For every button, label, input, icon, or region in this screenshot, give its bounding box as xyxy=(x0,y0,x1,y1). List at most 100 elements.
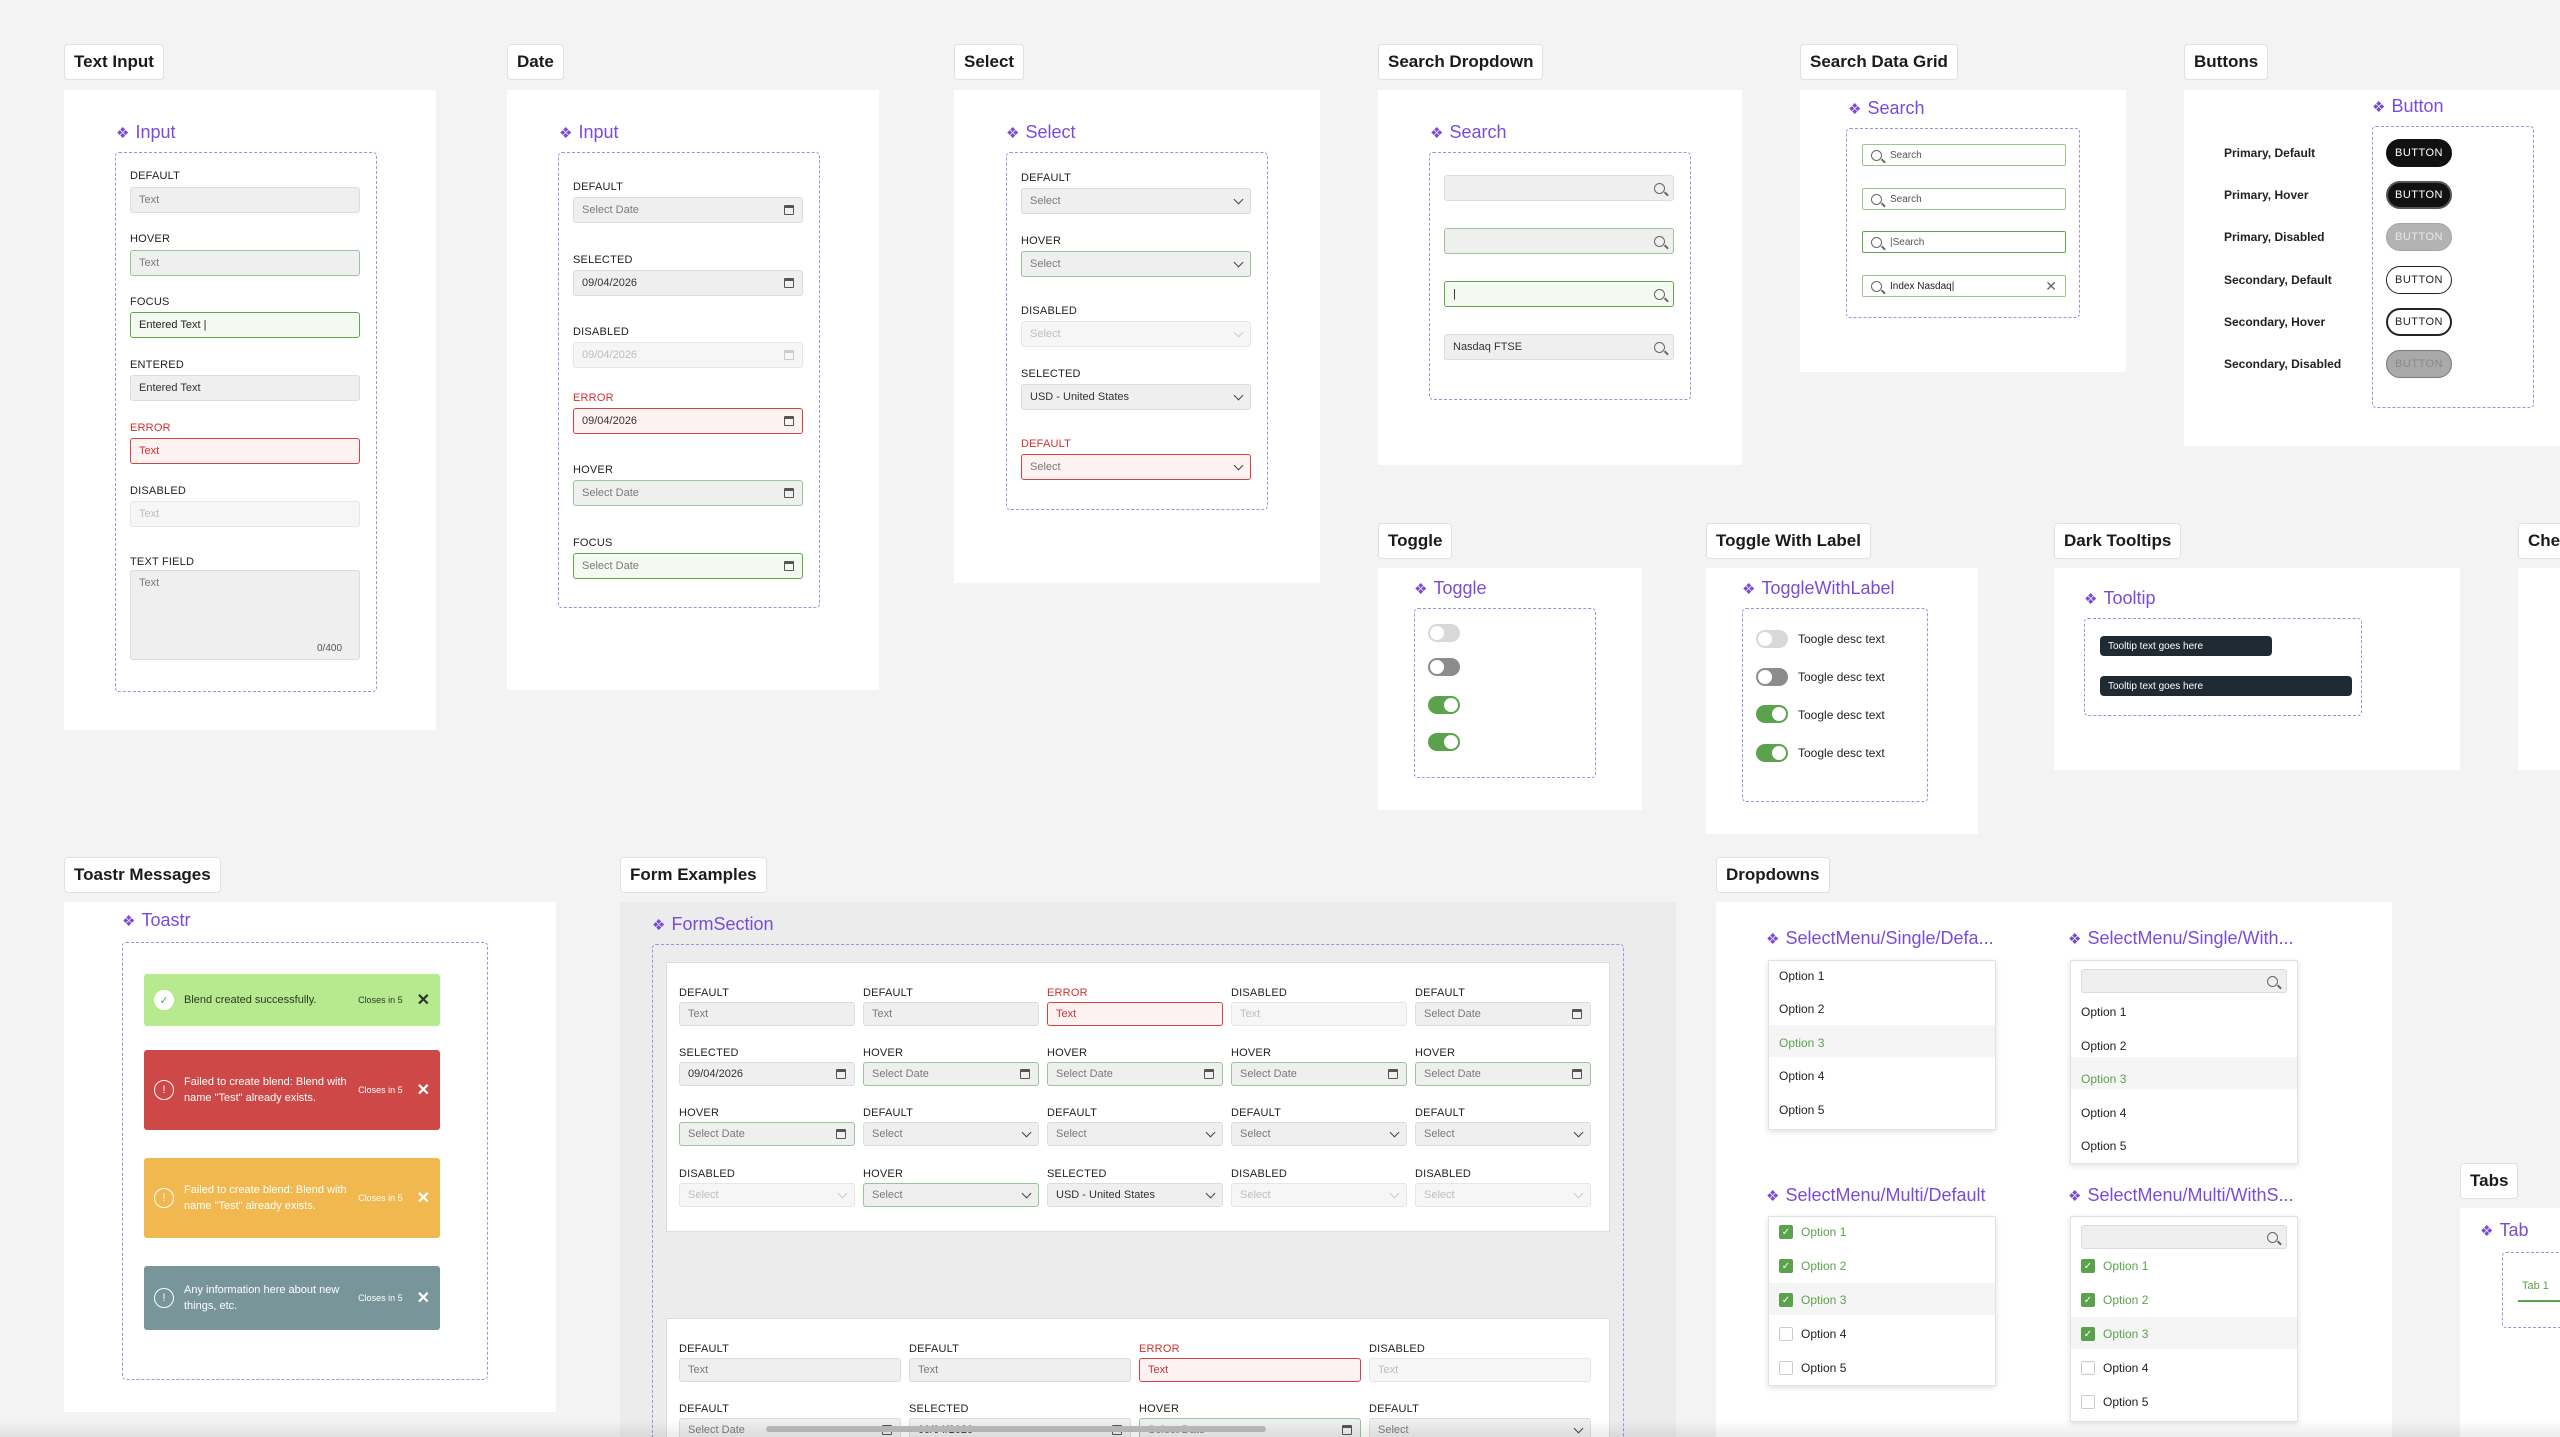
form-field[interactable]: Select xyxy=(863,1183,1039,1207)
form-field[interactable]: Text xyxy=(679,1002,855,1026)
form-field[interactable]: Text xyxy=(863,1002,1039,1026)
form-field[interactable]: Select Date xyxy=(1415,1062,1591,1086)
menu-option[interactable]: Option 4 xyxy=(2081,1361,2148,1375)
tab-1[interactable]: Tab 1 xyxy=(2522,1280,2549,1292)
menu-option-checked[interactable]: ✓ Option 1 xyxy=(2081,1259,2148,1273)
close-icon[interactable]: ✕ xyxy=(416,1290,430,1307)
form-field[interactable]: Text xyxy=(1139,1358,1361,1382)
date-input-default[interactable]: Select Date xyxy=(573,197,803,223)
date-input-hover[interactable]: Select Date xyxy=(573,480,803,506)
menu-option[interactable]: Option 5 xyxy=(1779,1361,1846,1375)
date-input-selected[interactable]: 09/04/2026 xyxy=(573,270,803,296)
calendar-icon[interactable] xyxy=(784,278,794,288)
form-field[interactable]: Select xyxy=(863,1122,1039,1146)
horizontal-scrollbar[interactable] xyxy=(766,1426,1266,1432)
menu-option-checked[interactable]: ✓ Option 3 xyxy=(2081,1327,2148,1341)
text-input-default[interactable]: Text xyxy=(130,187,360,213)
form-field[interactable]: Select Date xyxy=(1047,1062,1223,1086)
search-input-focus[interactable]: | xyxy=(1444,281,1674,307)
section-title-toastr-messages: Toastr Messages xyxy=(64,857,221,893)
menu-option-checked[interactable]: ✓ Option 2 xyxy=(1779,1259,1846,1273)
grid-search-focus[interactable]: |Search xyxy=(1862,231,2066,253)
calendar-icon[interactable] xyxy=(784,205,794,215)
toggle-on-hover[interactable] xyxy=(1428,733,1460,751)
checkbox-checked-icon[interactable]: ✓ xyxy=(1779,1225,1793,1239)
menu-option[interactable]: Option 4 xyxy=(2081,1106,2127,1120)
text-input-hover[interactable]: Text xyxy=(130,250,360,276)
menu-option-checked[interactable]: ✓ Option 3 xyxy=(1779,1293,1846,1307)
form-field[interactable]: Select Date xyxy=(863,1062,1039,1086)
select-hover[interactable]: Select xyxy=(1021,251,1251,277)
secondary-button-default[interactable]: BUTTON xyxy=(2386,266,2452,294)
menu-search-input[interactable] xyxy=(2081,969,2287,993)
clear-icon[interactable]: ✕ xyxy=(2045,277,2057,294)
date-input-focus[interactable]: Select Date xyxy=(573,553,803,579)
text-input-focus[interactable]: Entered Text | xyxy=(130,312,360,338)
menu-option[interactable]: Option 1 xyxy=(2081,1005,2127,1019)
toggle-on-hover[interactable] xyxy=(1756,744,1788,762)
menu-option[interactable]: Option 5 xyxy=(1779,1103,1825,1117)
date-input-error[interactable]: 09/04/2026 xyxy=(573,408,803,434)
checkbox-icon[interactable] xyxy=(1779,1327,1793,1341)
menu-option[interactable]: Option 4 xyxy=(1779,1069,1825,1083)
toggle-off[interactable] xyxy=(1428,658,1460,676)
checkbox-checked-icon[interactable]: ✓ xyxy=(1779,1259,1793,1273)
search-input-default[interactable] xyxy=(1444,175,1674,201)
form-field[interactable]: Select Date xyxy=(1231,1062,1407,1086)
checkbox-checked-icon[interactable]: ✓ xyxy=(1779,1293,1793,1307)
form-field[interactable]: Text xyxy=(909,1358,1131,1382)
secondary-button-hover[interactable]: BUTTON xyxy=(2386,308,2452,336)
form-field[interactable]: Select xyxy=(1415,1122,1591,1146)
calendar-icon[interactable] xyxy=(784,488,794,498)
menu-option-checked[interactable]: ✓ Option 1 xyxy=(1779,1225,1846,1239)
checkbox-checked-icon[interactable]: ✓ xyxy=(2081,1293,2095,1307)
search-input-hover[interactable] xyxy=(1444,228,1674,254)
close-icon[interactable]: ✕ xyxy=(416,992,430,1009)
toggle-on[interactable] xyxy=(1428,696,1460,714)
menu-option-selected[interactable]: Option 3 xyxy=(1779,1036,1825,1050)
form-field[interactable]: USD - United States xyxy=(1047,1183,1223,1207)
menu-option[interactable]: Option 2 xyxy=(2081,1039,2127,1053)
form-field[interactable]: Select xyxy=(1231,1122,1407,1146)
checkbox-checked-icon[interactable]: ✓ xyxy=(2081,1327,2095,1341)
select-selected[interactable]: USD - United States xyxy=(1021,384,1251,410)
close-icon[interactable]: ✕ xyxy=(416,1190,430,1207)
checkbox-icon[interactable] xyxy=(2081,1395,2095,1409)
select-default[interactable]: Select xyxy=(1021,188,1251,214)
checkbox-icon[interactable] xyxy=(2081,1361,2095,1375)
checkbox-checked-icon[interactable]: ✓ xyxy=(2081,1259,2095,1273)
form-field[interactable]: Select Date xyxy=(679,1122,855,1146)
form-field[interactable]: Text xyxy=(679,1358,901,1382)
form-field[interactable]: 09/04/2026 xyxy=(679,1062,855,1086)
text-area[interactable]: Text xyxy=(130,570,360,660)
text-input-error[interactable]: Text xyxy=(130,438,360,464)
grid-search-default[interactable]: Search xyxy=(1862,144,2066,166)
menu-option[interactable]: Option 1 xyxy=(1779,969,1825,983)
menu-option-checked[interactable]: ✓ Option 2 xyxy=(2081,1293,2148,1307)
select-error[interactable]: Select xyxy=(1021,454,1251,480)
menu-option[interactable]: Option 2 xyxy=(1779,1002,1825,1016)
primary-button-hover[interactable]: BUTTON xyxy=(2386,181,2452,209)
menu-search-input[interactable] xyxy=(2081,1225,2287,1249)
field-label: HOVER xyxy=(130,233,171,245)
variants-frame xyxy=(1006,152,1268,510)
search-input-entered[interactable]: Nasdaq FTSE xyxy=(1444,334,1674,360)
text-input-entered[interactable]: Entered Text xyxy=(130,375,360,401)
grid-search-entered[interactable]: Index Nasdaq| ✕ xyxy=(1862,275,2066,297)
form-field[interactable]: Select xyxy=(1047,1122,1223,1146)
grid-search-hover[interactable]: Search xyxy=(1862,188,2066,210)
form-field[interactable]: Text xyxy=(1047,1002,1223,1026)
form-field[interactable]: Select xyxy=(1369,1418,1591,1437)
menu-option[interactable]: Option 5 xyxy=(2081,1395,2148,1409)
menu-option[interactable]: Option 4 xyxy=(1779,1327,1846,1341)
calendar-icon[interactable] xyxy=(784,561,794,571)
calendar-icon[interactable] xyxy=(784,416,794,426)
checkbox-icon[interactable] xyxy=(1779,1361,1793,1375)
close-icon[interactable]: ✕ xyxy=(416,1082,430,1099)
menu-option-selected[interactable]: Option 3 xyxy=(2081,1072,2127,1086)
toggle-on[interactable] xyxy=(1756,705,1788,723)
primary-button-default[interactable]: BUTTON xyxy=(2386,139,2452,167)
toggle-off[interactable] xyxy=(1756,668,1788,686)
form-field[interactable]: Select Date xyxy=(1415,1002,1591,1026)
menu-option[interactable]: Option 5 xyxy=(2081,1139,2127,1153)
